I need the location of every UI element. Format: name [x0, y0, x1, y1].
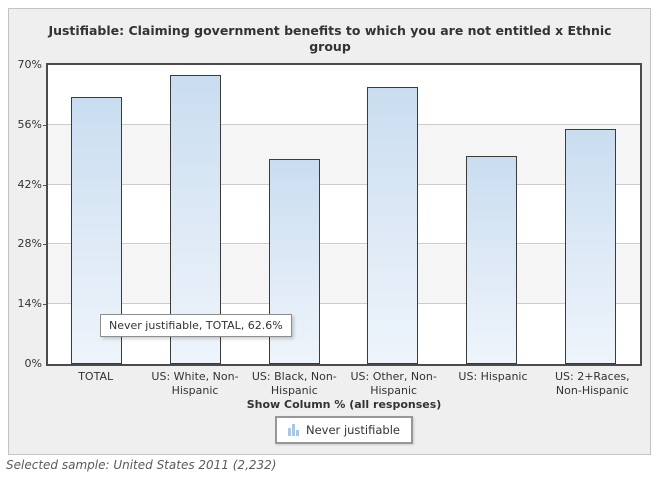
bar-chart-icon	[288, 424, 299, 436]
x-axis-category-label: US: Other, Non-Hispanic	[350, 370, 437, 398]
gridline	[48, 243, 640, 245]
y-tick-label: 14%	[17, 297, 42, 310]
x-axis-category-label: US: White, Non-Hispanic	[151, 370, 239, 398]
legend-item-never-justifiable[interactable]: Never justifiable	[275, 416, 413, 444]
y-tick-label: 70%	[17, 58, 42, 71]
category-slot	[443, 65, 542, 364]
gridline	[48, 123, 640, 125]
y-tick-label: 56%	[17, 118, 42, 131]
y-tick-mark	[43, 125, 47, 126]
y-tick-mark	[43, 244, 47, 245]
y-tick-mark	[43, 185, 47, 186]
bars-row	[48, 65, 640, 364]
bar[interactable]	[564, 128, 616, 364]
y-tick-mark	[43, 304, 47, 305]
bar[interactable]	[268, 159, 320, 364]
bar[interactable]	[466, 156, 518, 364]
x-axis-category-label: TOTAL	[78, 370, 114, 383]
y-tick-label: 0%	[24, 357, 42, 370]
gridline	[48, 303, 640, 305]
x-axis-category-label: US: Black, Non-Hispanic	[251, 370, 337, 398]
legend: Never justifiable	[46, 416, 642, 444]
bar[interactable]	[367, 86, 419, 364]
chart-panel: Justifiable: Claiming government benefit…	[8, 8, 651, 455]
tooltip: Never justifiable, TOTAL, 62.6%	[100, 314, 292, 337]
selected-sample-text: Selected sample: United States 2011 (2,2…	[6, 458, 277, 472]
x-axis-labels: TOTAL US: White, Non-Hispanic US: Black, N…	[46, 370, 642, 399]
category-slot	[245, 65, 344, 364]
x-axis-category-label: US: 2+Races, Non-Hispanic	[554, 370, 630, 398]
category-slot	[541, 65, 640, 364]
category-slot	[344, 65, 443, 364]
legend-label: Never justifiable	[306, 423, 400, 437]
x-axis-category-label: US: Hispanic	[458, 370, 528, 383]
x-axis-title: Show Column % (all responses)	[246, 398, 442, 411]
y-tick-label: 42%	[17, 178, 42, 191]
y-tick-label: 28%	[17, 237, 42, 250]
gridline	[48, 183, 640, 185]
chart-title: Justifiable: Claiming government benefit…	[48, 23, 612, 54]
plot-area: Never justifiable, TOTAL, 62.6%	[46, 63, 642, 366]
